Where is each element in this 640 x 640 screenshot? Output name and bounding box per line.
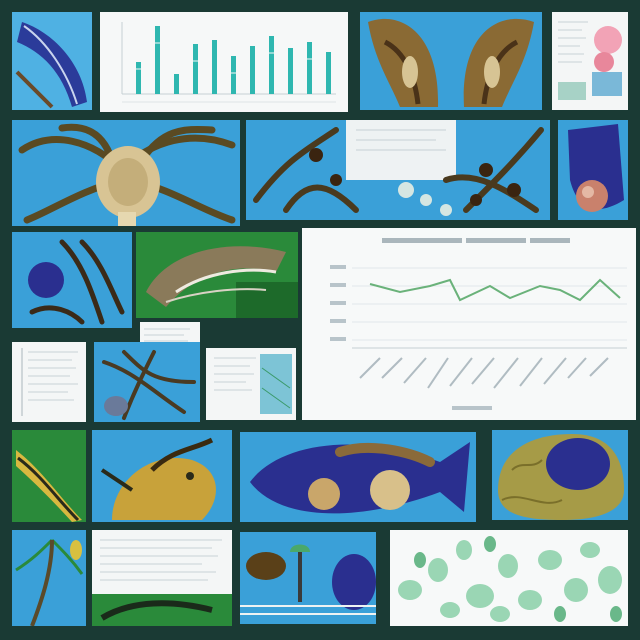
flower-icon bbox=[552, 12, 628, 110]
dried-pod-tile bbox=[136, 232, 298, 318]
line-chart-tile bbox=[302, 228, 636, 420]
yellow-leaf-tile bbox=[12, 430, 86, 522]
creature-icon bbox=[492, 430, 628, 520]
yellow-bird-tile bbox=[92, 430, 232, 522]
blue-egg-tile bbox=[558, 120, 628, 220]
palm-icon bbox=[12, 530, 86, 626]
doc-icon bbox=[92, 530, 232, 626]
olive-creature-tile bbox=[492, 430, 628, 520]
shell-icon bbox=[360, 12, 542, 110]
blue-fish-tile bbox=[240, 432, 476, 522]
green-doc-tile bbox=[92, 530, 232, 626]
root-creature-tile bbox=[12, 120, 240, 226]
seeds-icon bbox=[390, 530, 628, 626]
fish-icon bbox=[240, 432, 476, 522]
mushroom-icon bbox=[240, 532, 376, 624]
bar-chart-icon bbox=[100, 12, 348, 112]
doc-green-tile bbox=[206, 348, 296, 420]
twig-icon bbox=[12, 232, 132, 328]
mushroom-tile bbox=[240, 532, 376, 624]
feather-icon bbox=[12, 12, 92, 110]
leaf-icon bbox=[12, 430, 86, 522]
green-seeds-tile bbox=[390, 530, 628, 626]
shell-pair-tile bbox=[360, 12, 542, 110]
branch-scene-tile bbox=[246, 120, 550, 220]
roots-icon bbox=[12, 120, 240, 226]
pod-icon bbox=[136, 232, 298, 318]
palm-tile bbox=[12, 530, 86, 626]
branch-roots-tile bbox=[94, 342, 200, 422]
doc-icon bbox=[206, 348, 296, 420]
pink-flower-doc-tile bbox=[552, 12, 628, 110]
bird-icon bbox=[92, 430, 232, 522]
roots-icon bbox=[94, 342, 200, 422]
line-chart-icon bbox=[302, 228, 636, 420]
twig-blue-ball-tile bbox=[12, 232, 132, 328]
feather-tile bbox=[12, 12, 92, 110]
bar-chart-tile bbox=[100, 12, 348, 112]
egg-icon bbox=[558, 120, 628, 220]
branches-icon bbox=[246, 120, 550, 220]
doc-icon bbox=[12, 342, 86, 422]
doc-left-tile bbox=[12, 342, 86, 422]
